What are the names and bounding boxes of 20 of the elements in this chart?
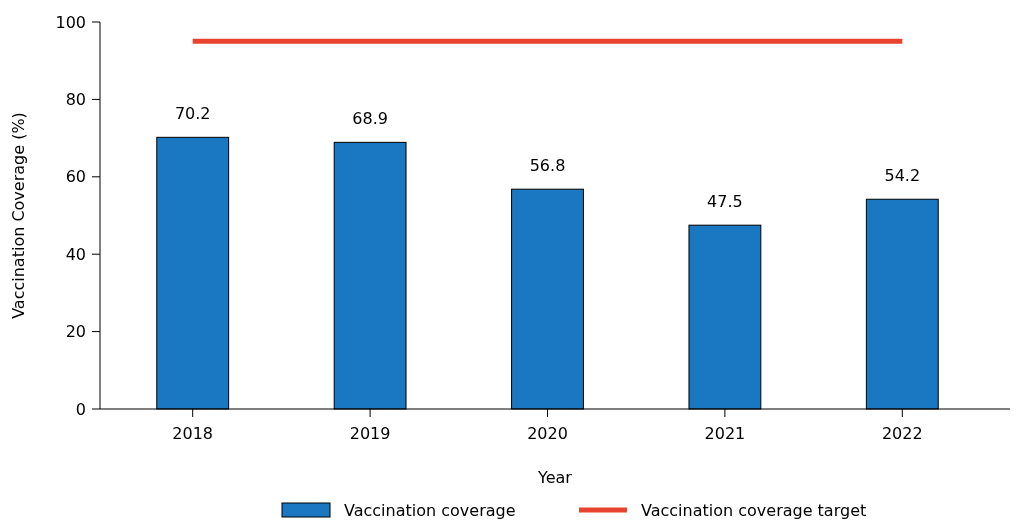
data-label: 54.2	[884, 166, 921, 186]
x-tick-label: 2021	[704, 424, 746, 443]
data-label: 70.2	[174, 104, 211, 124]
y-tick-label: 20	[65, 322, 86, 342]
y-tick-label: 100	[55, 12, 86, 32]
data-label: 47.5	[707, 192, 743, 212]
x-tick-label: 2019	[349, 424, 391, 443]
legend-label: Vaccination coverage	[344, 500, 516, 520]
legend-label: Vaccination coverage target	[641, 500, 867, 520]
y-tick-label: 80	[65, 90, 86, 109]
x-axis-title: Year	[537, 468, 573, 487]
x-tick-label: 2018	[172, 424, 214, 443]
x-tick-label: 2022	[881, 424, 923, 443]
y-axis-title: Vaccination Coverage (%)	[9, 112, 28, 319]
data-label: 56.8	[529, 156, 566, 176]
y-tick-label: 40	[65, 244, 86, 264]
y-tick-label: 0	[75, 399, 86, 419]
y-tick-label: 60	[65, 167, 86, 187]
x-tick-label: 2020	[527, 424, 568, 443]
data-label: 68.9	[352, 109, 388, 129]
